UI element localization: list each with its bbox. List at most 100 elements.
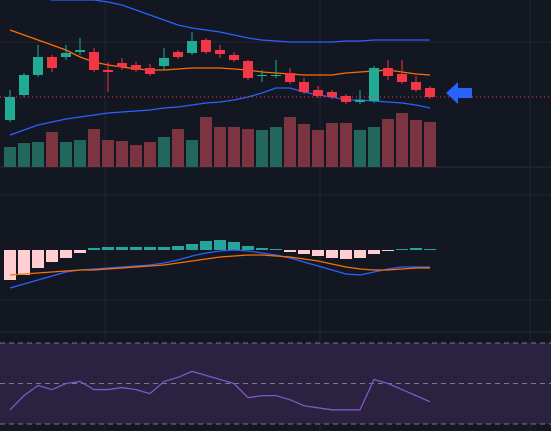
volume-bar bbox=[424, 122, 436, 167]
volume-bar bbox=[46, 132, 58, 167]
volume-bar bbox=[298, 124, 310, 167]
candle-body bbox=[19, 75, 29, 95]
volume-bar bbox=[382, 119, 394, 167]
candle-body bbox=[47, 57, 57, 68]
volume-bar bbox=[186, 140, 198, 167]
macd-histogram-bar bbox=[312, 250, 324, 256]
volume-bar bbox=[172, 129, 184, 167]
candle-body bbox=[201, 40, 211, 52]
volume-bar bbox=[32, 142, 44, 167]
macd-histogram-bar bbox=[368, 250, 380, 254]
macd-histogram-bar bbox=[200, 241, 212, 250]
volume-bar bbox=[354, 130, 366, 167]
candle-body bbox=[327, 92, 337, 97]
price-arrow bbox=[446, 82, 472, 104]
candle-body bbox=[33, 57, 43, 75]
band-line bbox=[48, 0, 430, 43]
volume-bar bbox=[396, 113, 408, 167]
macd-histogram-bar bbox=[284, 250, 296, 252]
volume-bar bbox=[4, 147, 16, 167]
rsi-line bbox=[9, 370, 431, 411]
volume-bar bbox=[200, 117, 212, 167]
candle-body bbox=[383, 68, 393, 76]
candle-body bbox=[243, 61, 253, 78]
macd-histogram-bar bbox=[298, 250, 310, 254]
macd-histogram-bar bbox=[74, 250, 86, 253]
macd-histogram-bar bbox=[46, 250, 58, 262]
volume-bar bbox=[256, 130, 268, 167]
candle-body bbox=[411, 82, 421, 90]
volume-bar bbox=[102, 140, 114, 167]
macd-histogram-bar bbox=[410, 248, 422, 250]
macd-histogram-bar bbox=[256, 248, 268, 250]
candle-body bbox=[369, 68, 379, 101]
candle-body bbox=[397, 74, 407, 82]
candle-body bbox=[61, 53, 71, 57]
candle-body bbox=[355, 100, 365, 102]
macd-histogram-bar bbox=[130, 247, 142, 250]
macd-histogram-bar bbox=[60, 250, 72, 258]
macd-histogram-bar bbox=[172, 246, 184, 250]
macd-histogram-bar bbox=[242, 246, 254, 250]
macd-histogram-bar bbox=[4, 250, 16, 280]
volume-bar bbox=[60, 142, 72, 167]
candle-body bbox=[159, 58, 169, 66]
volume-bar bbox=[326, 123, 338, 167]
volume-bar bbox=[88, 129, 100, 167]
macd-histogram-bar bbox=[354, 250, 366, 258]
volume-bar bbox=[270, 127, 282, 167]
volume-bar bbox=[340, 123, 352, 167]
candle-body bbox=[229, 55, 239, 60]
volume-bar bbox=[158, 137, 170, 167]
macd-histogram-bar bbox=[214, 240, 226, 250]
candle-body bbox=[145, 68, 155, 74]
band-line bbox=[9, 29, 431, 76]
candle-body bbox=[131, 65, 141, 70]
candle-body bbox=[425, 88, 435, 97]
volume-bar bbox=[228, 127, 240, 167]
candle-body bbox=[215, 50, 225, 54]
volume-bar bbox=[74, 140, 86, 167]
candle-body bbox=[75, 50, 85, 52]
macd-histogram-bar bbox=[116, 247, 128, 250]
candle-body bbox=[257, 75, 267, 76]
macd-histogram-bar bbox=[326, 250, 338, 258]
volume-bar bbox=[116, 141, 128, 167]
candle-body bbox=[313, 90, 323, 96]
candle-body bbox=[285, 73, 295, 82]
macd-histogram-bar bbox=[88, 248, 100, 250]
macd-histogram-bar bbox=[270, 249, 282, 250]
macd-histogram-bar bbox=[144, 247, 156, 250]
volume-bar bbox=[214, 127, 226, 167]
volume-bar bbox=[284, 117, 296, 167]
macd-histogram-bar bbox=[102, 247, 114, 250]
volume-bar bbox=[130, 145, 142, 167]
macd-histogram-bar bbox=[32, 250, 44, 268]
candle-body bbox=[173, 52, 183, 57]
macd-line bbox=[9, 254, 430, 276]
volume-bar bbox=[242, 129, 254, 167]
candle-body bbox=[299, 82, 309, 92]
volume-bar bbox=[410, 120, 422, 167]
candle-body bbox=[117, 63, 127, 67]
macd-histogram-bar bbox=[396, 249, 408, 250]
volume-bar bbox=[312, 130, 324, 167]
volume-bar bbox=[18, 143, 30, 167]
macd-histogram-bar bbox=[424, 249, 436, 250]
macd-histogram-bar bbox=[340, 250, 352, 259]
macd-histogram-bar bbox=[158, 247, 170, 250]
candle-body bbox=[5, 97, 15, 120]
macd-histogram-bar bbox=[186, 244, 198, 250]
volume-bar bbox=[144, 142, 156, 167]
candle-body bbox=[103, 70, 113, 72]
candle-body bbox=[271, 75, 281, 76]
macd-histogram-bar bbox=[18, 250, 30, 275]
macd-histogram-bar bbox=[228, 242, 240, 250]
candle-body bbox=[89, 52, 99, 70]
candle-body bbox=[187, 41, 197, 53]
macd-histogram-bar bbox=[382, 250, 394, 251]
volume-bar bbox=[368, 127, 380, 167]
candle-body bbox=[341, 96, 351, 102]
